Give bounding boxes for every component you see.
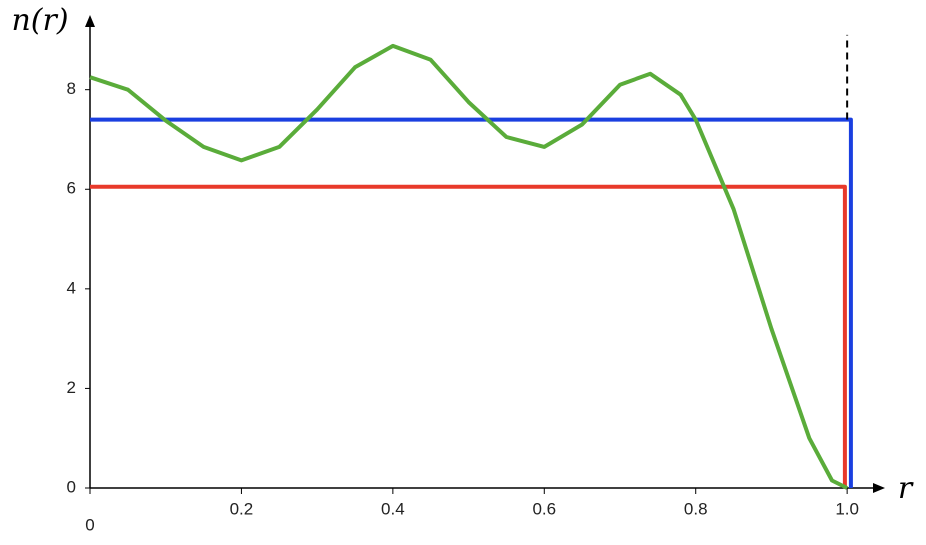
series-line <box>89 43 848 490</box>
y-tick-label: 0 <box>67 477 76 496</box>
series-line <box>90 117 853 488</box>
x-tick-label: 0 <box>85 515 94 534</box>
x-tick-label: 0.2 <box>230 499 254 518</box>
x-tick-label: 0.6 <box>532 499 556 518</box>
x-axis-arrow <box>873 483 885 493</box>
y-tick-label: 4 <box>67 278 76 297</box>
y-axis-title: n(r) <box>11 3 68 38</box>
x-axis-title: r <box>898 471 914 506</box>
y-tick-label: 2 <box>67 378 76 397</box>
series-line <box>90 184 847 488</box>
x-tick-label: 1.0 <box>835 499 859 518</box>
y-tick-label: 6 <box>67 179 76 198</box>
x-tick-label: 0.8 <box>684 499 708 518</box>
y-tick-label: 8 <box>67 79 76 98</box>
x-tick-label: 0.4 <box>381 499 405 518</box>
y-axis-arrow <box>85 15 95 27</box>
